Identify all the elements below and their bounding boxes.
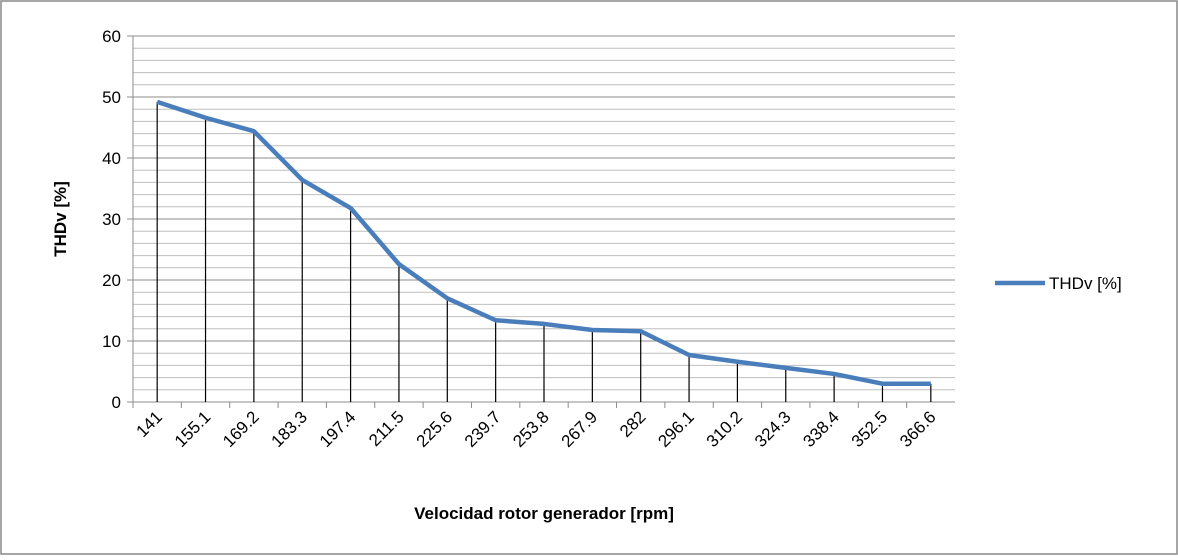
y-tick-label: 30 bbox=[102, 210, 121, 229]
y-tick-label: 10 bbox=[102, 332, 121, 351]
y-tick-label: 0 bbox=[112, 393, 121, 412]
y-tick-label: 20 bbox=[102, 271, 121, 290]
x-axis-title: Velocidad rotor generador [rpm] bbox=[414, 504, 674, 523]
y-axis-title: THDv [%] bbox=[51, 181, 70, 257]
y-tick-label: 40 bbox=[102, 149, 121, 168]
y-tick-label: 60 bbox=[102, 27, 121, 46]
legend-label: THDv [%] bbox=[1049, 274, 1122, 293]
line-series bbox=[156, 99, 931, 386]
y-tick-label: 50 bbox=[102, 88, 121, 107]
